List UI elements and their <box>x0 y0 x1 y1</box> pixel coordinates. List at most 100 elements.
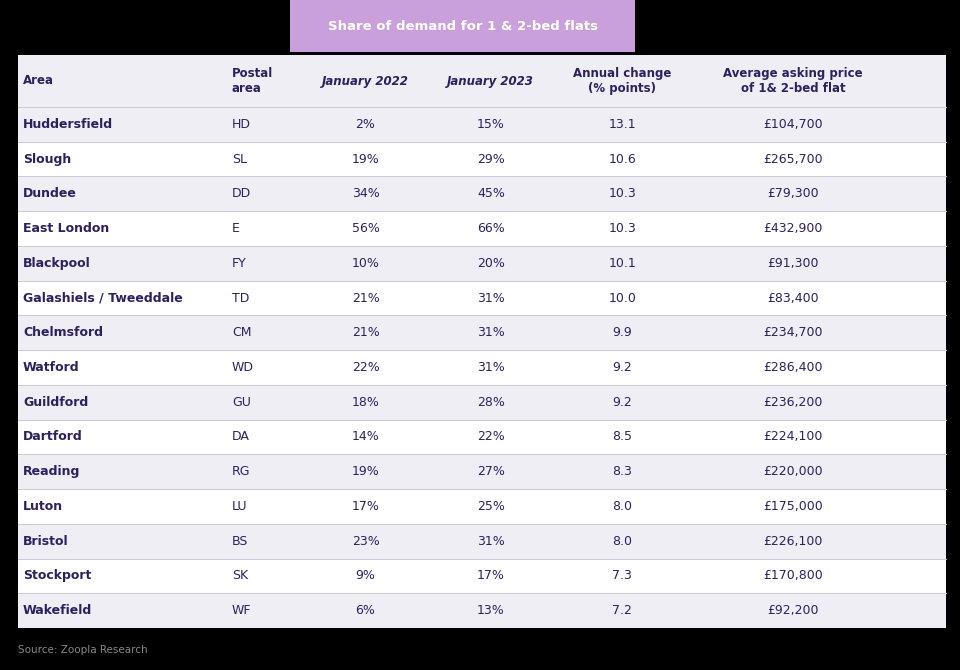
Text: TD: TD <box>231 291 250 305</box>
Text: E: E <box>231 222 240 235</box>
Text: Galashiels / Tweeddale: Galashiels / Tweeddale <box>23 291 182 305</box>
Text: 27%: 27% <box>477 465 505 478</box>
Text: WF: WF <box>231 604 252 617</box>
Text: Postal
area: Postal area <box>231 67 273 95</box>
Text: 18%: 18% <box>351 396 379 409</box>
Bar <box>18 55 946 628</box>
Text: Area: Area <box>23 74 54 88</box>
Text: 9%: 9% <box>355 570 375 582</box>
Text: £104,700: £104,700 <box>763 118 823 131</box>
Text: 9.2: 9.2 <box>612 361 632 374</box>
Text: Bristol: Bristol <box>23 535 68 547</box>
Text: 10.3: 10.3 <box>609 222 636 235</box>
Text: Blackpool: Blackpool <box>23 257 91 270</box>
Text: DA: DA <box>231 430 250 444</box>
Bar <box>18 385 946 419</box>
Bar <box>18 454 946 489</box>
Text: Wakefield: Wakefield <box>23 604 92 617</box>
Text: DD: DD <box>231 188 252 200</box>
Text: 19%: 19% <box>351 153 379 165</box>
Text: 7.3: 7.3 <box>612 570 632 582</box>
Text: Guildford: Guildford <box>23 396 88 409</box>
Text: 21%: 21% <box>351 291 379 305</box>
Bar <box>18 419 946 454</box>
Text: £234,700: £234,700 <box>763 326 823 339</box>
Text: 29%: 29% <box>477 153 505 165</box>
Bar <box>18 316 946 350</box>
Text: 31%: 31% <box>477 291 505 305</box>
Bar <box>18 211 946 246</box>
Text: SK: SK <box>231 570 248 582</box>
Text: 7.2: 7.2 <box>612 604 632 617</box>
Text: 19%: 19% <box>351 465 379 478</box>
Text: RG: RG <box>231 465 251 478</box>
Bar <box>18 107 946 142</box>
Text: £432,900: £432,900 <box>763 222 823 235</box>
Text: HD: HD <box>231 118 251 131</box>
Text: £286,400: £286,400 <box>763 361 823 374</box>
Text: WD: WD <box>231 361 253 374</box>
Text: Huddersfield: Huddersfield <box>23 118 113 131</box>
Bar <box>18 55 946 107</box>
Text: GU: GU <box>231 396 251 409</box>
Text: 15%: 15% <box>477 118 505 131</box>
Text: 9.2: 9.2 <box>612 396 632 409</box>
Text: £220,000: £220,000 <box>763 465 823 478</box>
Text: Dundee: Dundee <box>23 188 77 200</box>
Bar <box>18 559 946 593</box>
Text: 34%: 34% <box>351 188 379 200</box>
Text: SL: SL <box>231 153 247 165</box>
Text: Annual change
(% points): Annual change (% points) <box>573 67 671 95</box>
Text: £92,200: £92,200 <box>767 604 819 617</box>
Text: 20%: 20% <box>477 257 505 270</box>
Text: East London: East London <box>23 222 109 235</box>
Text: 10%: 10% <box>351 257 379 270</box>
Bar <box>18 524 946 559</box>
Text: Stockport: Stockport <box>23 570 91 582</box>
Text: Slough: Slough <box>23 153 71 165</box>
Text: 9.9: 9.9 <box>612 326 632 339</box>
Text: £226,100: £226,100 <box>763 535 823 547</box>
Text: 17%: 17% <box>351 500 379 513</box>
Text: 10.6: 10.6 <box>609 153 636 165</box>
Text: CM: CM <box>231 326 252 339</box>
Text: 31%: 31% <box>477 535 505 547</box>
Text: 8.0: 8.0 <box>612 500 632 513</box>
Text: 31%: 31% <box>477 361 505 374</box>
Text: 8.3: 8.3 <box>612 465 632 478</box>
Text: 45%: 45% <box>477 188 505 200</box>
Text: 8.5: 8.5 <box>612 430 632 444</box>
Bar <box>0 0 960 30</box>
Text: 21%: 21% <box>351 326 379 339</box>
Text: £175,000: £175,000 <box>763 500 823 513</box>
Bar <box>290 0 635 52</box>
Bar <box>18 281 946 316</box>
Bar <box>18 176 946 211</box>
Text: 28%: 28% <box>477 396 505 409</box>
Text: £265,700: £265,700 <box>763 153 823 165</box>
Text: 22%: 22% <box>351 361 379 374</box>
Text: January 2023: January 2023 <box>447 74 535 88</box>
Text: 17%: 17% <box>477 570 505 582</box>
Text: 6%: 6% <box>355 604 375 617</box>
Text: 25%: 25% <box>477 500 505 513</box>
Text: Share of demand for 1 & 2-bed flats: Share of demand for 1 & 2-bed flats <box>327 19 597 33</box>
Text: 13.1: 13.1 <box>609 118 636 131</box>
Text: £170,800: £170,800 <box>763 570 823 582</box>
Text: £236,200: £236,200 <box>763 396 823 409</box>
Text: 10.3: 10.3 <box>609 188 636 200</box>
Text: Dartford: Dartford <box>23 430 83 444</box>
Text: Reading: Reading <box>23 465 81 478</box>
Text: BS: BS <box>231 535 249 547</box>
Text: 10.0: 10.0 <box>609 291 636 305</box>
Text: 22%: 22% <box>477 430 505 444</box>
Text: 66%: 66% <box>477 222 505 235</box>
Text: 13%: 13% <box>477 604 505 617</box>
Text: 14%: 14% <box>351 430 379 444</box>
Text: 56%: 56% <box>351 222 379 235</box>
Text: FY: FY <box>231 257 247 270</box>
Text: Watford: Watford <box>23 361 80 374</box>
Text: £224,100: £224,100 <box>763 430 823 444</box>
Bar <box>18 246 946 281</box>
Text: Luton: Luton <box>23 500 63 513</box>
